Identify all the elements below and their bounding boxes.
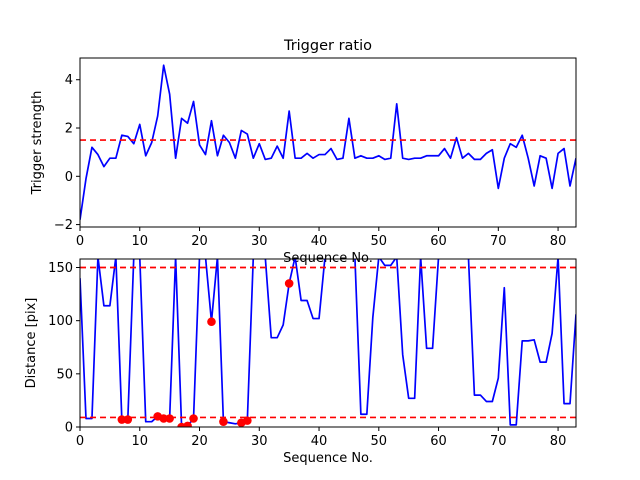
data-point: [284, 279, 294, 288]
x-tick-label: 10: [131, 434, 148, 449]
y-tick-label: 0: [65, 421, 73, 436]
distance-plot: 0 10 20 30 40 50 60 70 80 0 50 100 150 Sequence No. Di…: [24, 258, 577, 466]
y-tick-label: −2: [54, 218, 73, 233]
x-tick-label: 20: [191, 234, 208, 249]
data-point: [219, 417, 228, 426]
y-tick-label: 4: [65, 73, 73, 88]
plot-area: [80, 259, 576, 427]
x-tick-label: 0: [76, 434, 84, 449]
x-tick-label: 70: [490, 234, 507, 249]
data-point: [123, 415, 133, 424]
data-point: [243, 416, 252, 425]
y-tick-label: 100: [48, 314, 73, 329]
data-point: [183, 421, 192, 427]
axes-frame: [79, 258, 577, 428]
axes-frame: [79, 57, 577, 228]
y-tick-label: 50: [56, 367, 73, 382]
data-point: [189, 414, 198, 423]
y-axis-label: Trigger strength: [30, 91, 45, 196]
data-point: [165, 414, 174, 423]
x-tick-label: 50: [371, 234, 388, 249]
x-tick-label: 70: [490, 434, 507, 449]
x-tick-label: 80: [550, 434, 567, 449]
x-axis-label: Sequence No.: [283, 451, 373, 466]
x-tick-label: 30: [251, 234, 268, 249]
series-line: [80, 64, 576, 220]
x-tick-label: 60: [430, 234, 447, 249]
x-tick-label: 50: [371, 434, 388, 449]
chart-title: Trigger ratio: [283, 38, 372, 54]
x-tick-label: 80: [550, 234, 567, 249]
x-tick-label: 60: [430, 434, 447, 449]
x-tick-label: 40: [311, 234, 328, 249]
x-tick-label: 40: [311, 434, 328, 449]
x-tick-label: 30: [251, 434, 268, 449]
y-tick-label: 0: [65, 170, 73, 185]
data-point: [159, 414, 168, 423]
data-point: [117, 415, 127, 424]
series-line: [80, 259, 576, 427]
data-point: [207, 317, 216, 327]
y-tick-label: 150: [48, 261, 73, 276]
plot-area: [80, 64, 576, 220]
y-axis-label: Distance [pix]: [24, 298, 39, 389]
x-tick-label: 20: [191, 434, 208, 449]
x-tick-label: 0: [76, 234, 84, 249]
y-tick-label: 2: [65, 122, 73, 137]
x-tick-label: 10: [131, 234, 148, 249]
